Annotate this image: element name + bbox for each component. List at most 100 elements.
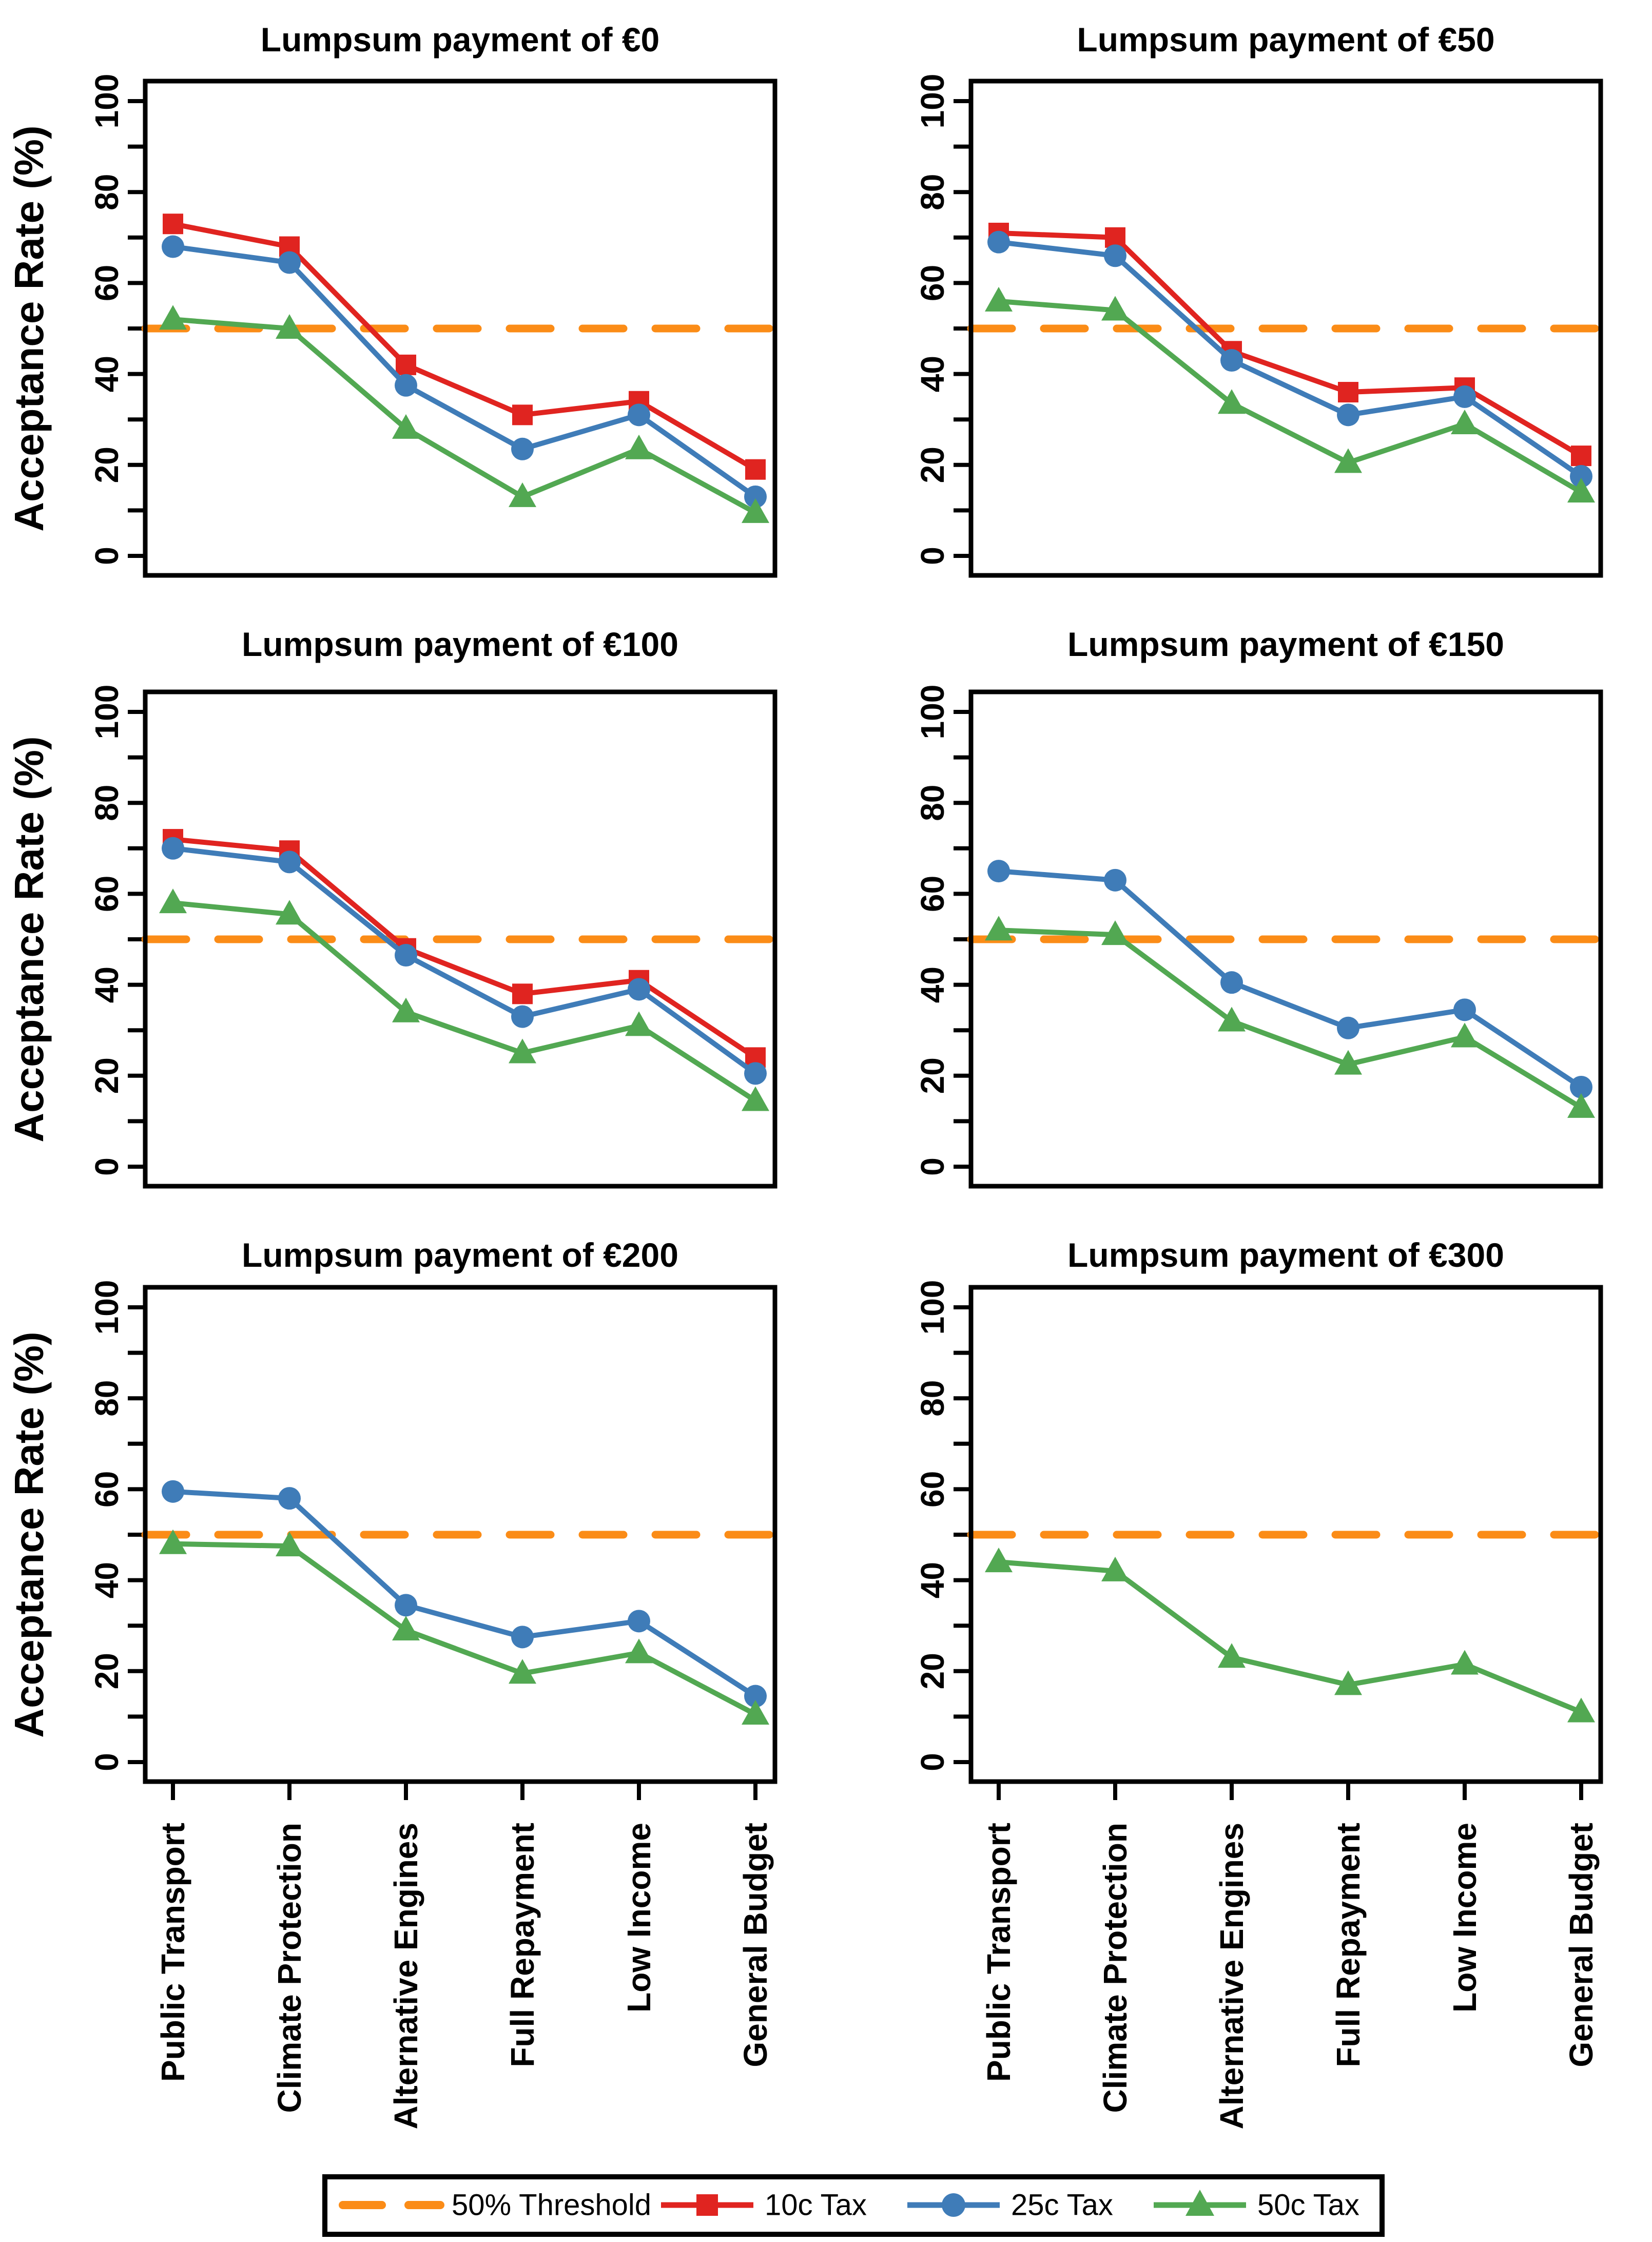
data-point-marker [511, 1005, 534, 1028]
y-tick-label: 0 [914, 1753, 951, 1771]
data-point-marker [1571, 446, 1591, 467]
plot-frame [968, 689, 1603, 1189]
data-point-marker [1567, 1697, 1595, 1723]
panel-title: Lumpsum payment of €150 [1067, 625, 1504, 663]
series-line [998, 927, 1583, 1110]
y-tick-label: 80 [914, 1380, 951, 1417]
y-tick-label: 100 [88, 1280, 125, 1335]
chart-svg-1: Lumpsum payment of €50 0 20 40 60 80 100 [914, 21, 1605, 578]
data-point-marker [1451, 1022, 1479, 1048]
data-point-marker [1451, 1650, 1479, 1675]
data-point-marker [162, 235, 184, 258]
chart-panel-2: Lumpsum payment of €100 0 20 40 60 80 100 Accep… [0, 611, 826, 1222]
y-tick-label: 0 [88, 1753, 125, 1771]
x-axis-label: Public Transport [980, 1823, 1017, 2082]
x-axis-label: Alternative Engines [387, 1823, 424, 2130]
y-tick-label: 60 [88, 265, 125, 301]
data-point-marker [625, 434, 653, 459]
series-25c-tax [987, 230, 1592, 488]
chart-panel-1: Lumpsum payment of €50 0 20 40 60 80 100 [826, 0, 1652, 611]
triangle-marker-icon [1185, 2190, 1214, 2216]
data-point-marker [278, 1487, 301, 1510]
data-point-marker [278, 251, 301, 274]
data-point-marker [1334, 1670, 1362, 1695]
data-point-marker [511, 1626, 534, 1649]
series-10c-tax [988, 222, 1591, 467]
data-point-marker [742, 1699, 769, 1725]
series-25c-tax [162, 1480, 767, 1708]
data-point-marker [985, 1548, 1013, 1573]
data-point-marker [509, 1038, 536, 1064]
data-point-marker [1451, 410, 1479, 435]
data-point-marker [159, 888, 187, 914]
series-line [172, 1541, 757, 1717]
y-tick-label: 40 [914, 967, 951, 1003]
series-50c-tax [159, 305, 769, 523]
chart-svg-4: Lumpsum payment of €200 0 20 40 60 80 100 Accep… [6, 1236, 779, 2130]
data-point-marker [985, 916, 1013, 941]
data-point-marker [1453, 385, 1476, 408]
y-tick-label: 60 [914, 265, 951, 301]
legend-label: 10c Tax [765, 2189, 867, 2222]
panel-title: Lumpsum payment of €200 [242, 1236, 678, 1274]
data-point-marker [1218, 389, 1246, 414]
panel-title: Lumpsum payment of €50 [1077, 21, 1494, 59]
square-marker-icon [696, 2194, 718, 2216]
legend-item-10c-tax: 10c Tax [661, 2189, 867, 2222]
series-25c-tax [162, 837, 767, 1085]
legend-label: 50c Tax [1257, 2189, 1359, 2222]
panel-title: Lumpsum payment of €100 [242, 625, 678, 663]
data-point-marker [1104, 244, 1126, 267]
y-tick-label: 20 [914, 447, 951, 483]
data-point-marker [392, 414, 420, 439]
data-point-marker [163, 214, 183, 235]
data-point-marker [509, 1659, 536, 1684]
data-point-marker [392, 1616, 420, 1641]
data-point-marker [1101, 1556, 1129, 1581]
series-line [172, 837, 757, 1060]
y-tick-label: 40 [88, 356, 125, 392]
data-point-marker [1104, 868, 1126, 892]
series-25c-tax [987, 860, 1592, 1098]
y-axis-title: Acceptance Rate (%) [6, 125, 52, 531]
series-10c-tax [163, 214, 766, 480]
y-tick-label: 40 [88, 1562, 125, 1598]
series-line [172, 244, 757, 499]
series-line [998, 868, 1583, 1090]
chart-panel-3: Lumpsum payment of €150 0 20 40 60 80 100 [826, 611, 1652, 1222]
y-tick-label: 20 [914, 1057, 951, 1094]
data-point-marker [1570, 465, 1592, 488]
data-point-marker [1338, 382, 1358, 403]
x-axis-label: General Budget [1563, 1823, 1600, 2067]
data-point-marker [1220, 349, 1243, 372]
panel-title: Lumpsum payment of €300 [1067, 1236, 1504, 1274]
y-tick-label: 80 [88, 785, 125, 821]
y-tick-label: 60 [88, 876, 125, 912]
plot-frame [143, 689, 778, 1189]
series-line [998, 239, 1583, 479]
y-tick-label: 80 [88, 1380, 125, 1417]
legend-item-50-threshold: 50% Threshold [339, 2189, 651, 2222]
data-point-marker [159, 1529, 187, 1554]
x-axis-label: Full Repayment [504, 1823, 541, 2067]
data-point-marker [1101, 920, 1129, 945]
y-tick-label: 100 [914, 685, 951, 740]
data-point-marker [1337, 403, 1359, 427]
y-tick-label: 100 [914, 74, 951, 129]
data-point-marker [625, 1638, 653, 1664]
y-tick-label: 60 [914, 876, 951, 912]
x-axis-label: Low Income [1446, 1823, 1483, 2013]
data-point-marker [1101, 296, 1129, 321]
data-point-marker [512, 983, 533, 1004]
x-axis-label: Low Income [620, 1823, 657, 2013]
x-axis-label: Full Repayment [1330, 1823, 1367, 2067]
legend-container: 50% Threshold 10c Tax 25c Tax 50c Tax [322, 2174, 1385, 2239]
chart-svg-5: Lumpsum payment of €300 0 20 40 60 80 100 Publi… [914, 1236, 1605, 2130]
series-line [998, 1559, 1582, 1715]
data-point-marker [162, 837, 184, 860]
data-point-marker [276, 1532, 303, 1557]
chart-panel-0: Lumpsum payment of €0 0 20 40 60 80 100 Accepta… [0, 0, 826, 611]
data-point-marker [745, 459, 766, 480]
data-point-marker [1218, 1007, 1246, 1032]
data-point-marker [1220, 971, 1243, 994]
